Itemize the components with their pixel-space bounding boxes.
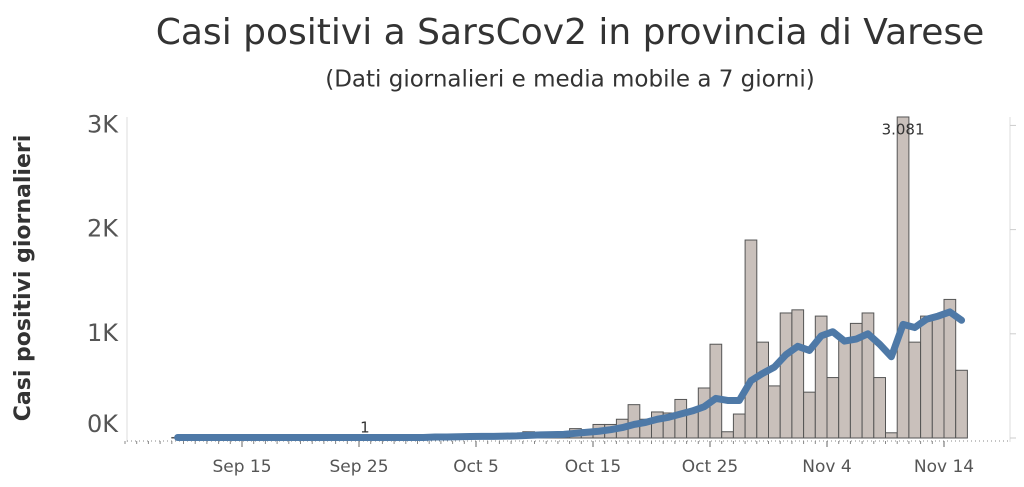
y-axis-label: Casi positivi giornalieri [11, 135, 36, 422]
chart-title: Casi positivi a SarsCov2 in provincia di… [156, 12, 985, 53]
x-tick-label: Oct 15 [565, 457, 621, 477]
bar [768, 385, 781, 439]
bar [873, 377, 886, 439]
x-tick-label: Sep 25 [329, 457, 388, 477]
data-label: 3.081 [882, 120, 925, 138]
bar [721, 431, 734, 439]
bar [732, 413, 746, 439]
bar [943, 298, 957, 439]
x-tick-label: Sep 15 [212, 457, 271, 477]
bar [838, 338, 851, 439]
y-tick-label: 1K [87, 319, 119, 347]
bar [709, 343, 723, 439]
bar [779, 312, 793, 439]
x-tick-label: Nov 14 [914, 457, 974, 477]
bar [744, 239, 758, 439]
bar [908, 341, 922, 439]
x-tick-label: Nov 4 [802, 457, 851, 477]
bar [803, 391, 816, 439]
x-tick-label: Oct 5 [453, 457, 499, 477]
y-tick-label: 0K [87, 410, 119, 438]
moving-average-line [174, 308, 966, 441]
bar [814, 315, 828, 439]
y-tick-label: 2K [87, 215, 119, 243]
bar [861, 312, 875, 439]
bar [955, 369, 968, 439]
bar [896, 116, 910, 439]
x-tick-label: Oct 25 [682, 457, 738, 477]
chart-subtitle: (Dati giornalieri e media mobile a 7 gio… [325, 67, 815, 93]
bar [826, 377, 840, 439]
bar [920, 315, 933, 439]
bar [697, 387, 711, 439]
y-tick-label: 3K [87, 110, 119, 138]
bar [885, 432, 898, 439]
bar [791, 309, 805, 439]
data-label: 1 [360, 418, 370, 436]
bar [931, 314, 945, 439]
bar [756, 341, 769, 439]
